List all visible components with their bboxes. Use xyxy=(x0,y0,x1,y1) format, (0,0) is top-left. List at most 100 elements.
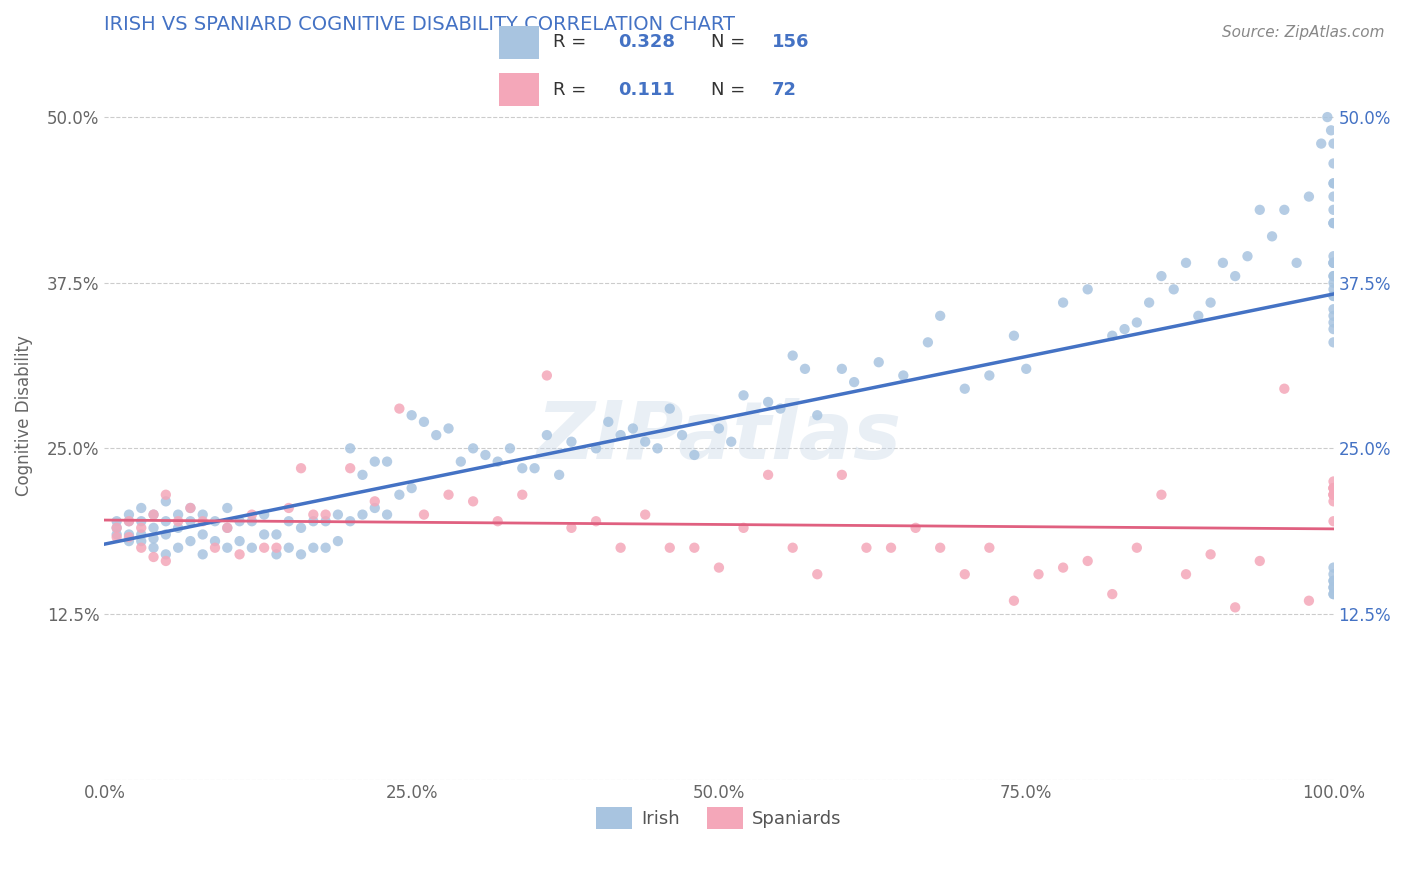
Point xyxy=(1310,136,1333,151)
Point xyxy=(756,395,779,409)
Point xyxy=(142,532,165,546)
Point xyxy=(609,428,631,442)
Point xyxy=(1322,488,1344,502)
Point xyxy=(1322,488,1344,502)
Point xyxy=(953,382,976,396)
Point xyxy=(1322,335,1344,350)
Point xyxy=(1322,481,1344,495)
Point xyxy=(1322,581,1344,595)
Point xyxy=(1285,256,1308,270)
Point xyxy=(461,442,484,456)
Point xyxy=(1114,322,1136,336)
Point xyxy=(536,428,558,442)
Point xyxy=(1322,156,1344,170)
Point xyxy=(277,541,299,555)
Point xyxy=(217,521,239,535)
Point xyxy=(1015,362,1038,376)
Point xyxy=(179,514,201,528)
Point xyxy=(1249,202,1271,217)
Point xyxy=(1316,110,1339,124)
Point xyxy=(880,541,903,555)
Point xyxy=(756,467,779,482)
Point xyxy=(228,534,250,549)
Point xyxy=(979,368,1001,383)
Point xyxy=(437,421,460,435)
Point xyxy=(217,541,239,555)
Bar xyxy=(499,26,538,59)
Point xyxy=(1322,282,1344,296)
Point xyxy=(253,541,276,555)
Point xyxy=(1322,494,1344,508)
Point xyxy=(671,428,693,442)
Bar xyxy=(499,73,538,106)
Point xyxy=(1052,560,1074,574)
Point xyxy=(1028,567,1050,582)
Point xyxy=(179,500,201,515)
Point xyxy=(1077,554,1099,568)
Point xyxy=(290,547,312,561)
Point xyxy=(129,521,152,535)
Point xyxy=(647,442,669,456)
Point xyxy=(326,534,349,549)
Text: N =: N = xyxy=(711,33,751,52)
Point xyxy=(806,408,828,422)
Point xyxy=(560,434,582,449)
Point xyxy=(782,541,804,555)
Point xyxy=(1322,514,1344,528)
Point xyxy=(1322,289,1344,303)
Point xyxy=(536,368,558,383)
Point xyxy=(129,534,152,549)
Point xyxy=(204,514,226,528)
Point xyxy=(585,514,607,528)
Point xyxy=(155,494,177,508)
Point xyxy=(1322,581,1344,595)
Point xyxy=(917,335,939,350)
Point xyxy=(266,547,288,561)
Point xyxy=(1298,189,1320,203)
Point xyxy=(155,488,177,502)
Point xyxy=(1137,295,1160,310)
Point xyxy=(266,541,288,555)
Point xyxy=(105,521,128,535)
Point xyxy=(1322,189,1344,203)
Point xyxy=(1272,382,1295,396)
Point xyxy=(1199,547,1222,561)
Point xyxy=(844,375,866,389)
Point xyxy=(1126,541,1149,555)
Point xyxy=(510,461,533,475)
Point xyxy=(364,494,387,508)
Point xyxy=(707,421,730,435)
Point xyxy=(1272,202,1295,217)
Point xyxy=(1322,136,1344,151)
Point xyxy=(720,434,742,449)
Point xyxy=(1298,593,1320,607)
Point xyxy=(315,514,337,528)
Point xyxy=(1249,554,1271,568)
Point xyxy=(1322,481,1344,495)
Point xyxy=(1322,289,1344,303)
Point xyxy=(904,521,927,535)
Point xyxy=(1322,316,1344,330)
Point xyxy=(1322,309,1344,323)
Point xyxy=(1322,302,1344,317)
Point xyxy=(155,554,177,568)
Point xyxy=(277,514,299,528)
Point xyxy=(1322,488,1344,502)
Point xyxy=(1225,600,1247,615)
Point xyxy=(929,541,952,555)
Point xyxy=(794,362,817,376)
Point xyxy=(806,567,828,582)
Point xyxy=(191,514,214,528)
Point xyxy=(1163,282,1185,296)
Point xyxy=(634,434,657,449)
Point xyxy=(217,521,239,535)
Text: 0.328: 0.328 xyxy=(617,33,675,52)
Point xyxy=(1236,249,1258,263)
Point xyxy=(1101,328,1123,343)
Point xyxy=(523,461,546,475)
Point xyxy=(401,408,423,422)
Point xyxy=(1322,475,1344,489)
Point xyxy=(167,508,190,522)
Point xyxy=(868,355,890,369)
Point xyxy=(1175,256,1198,270)
